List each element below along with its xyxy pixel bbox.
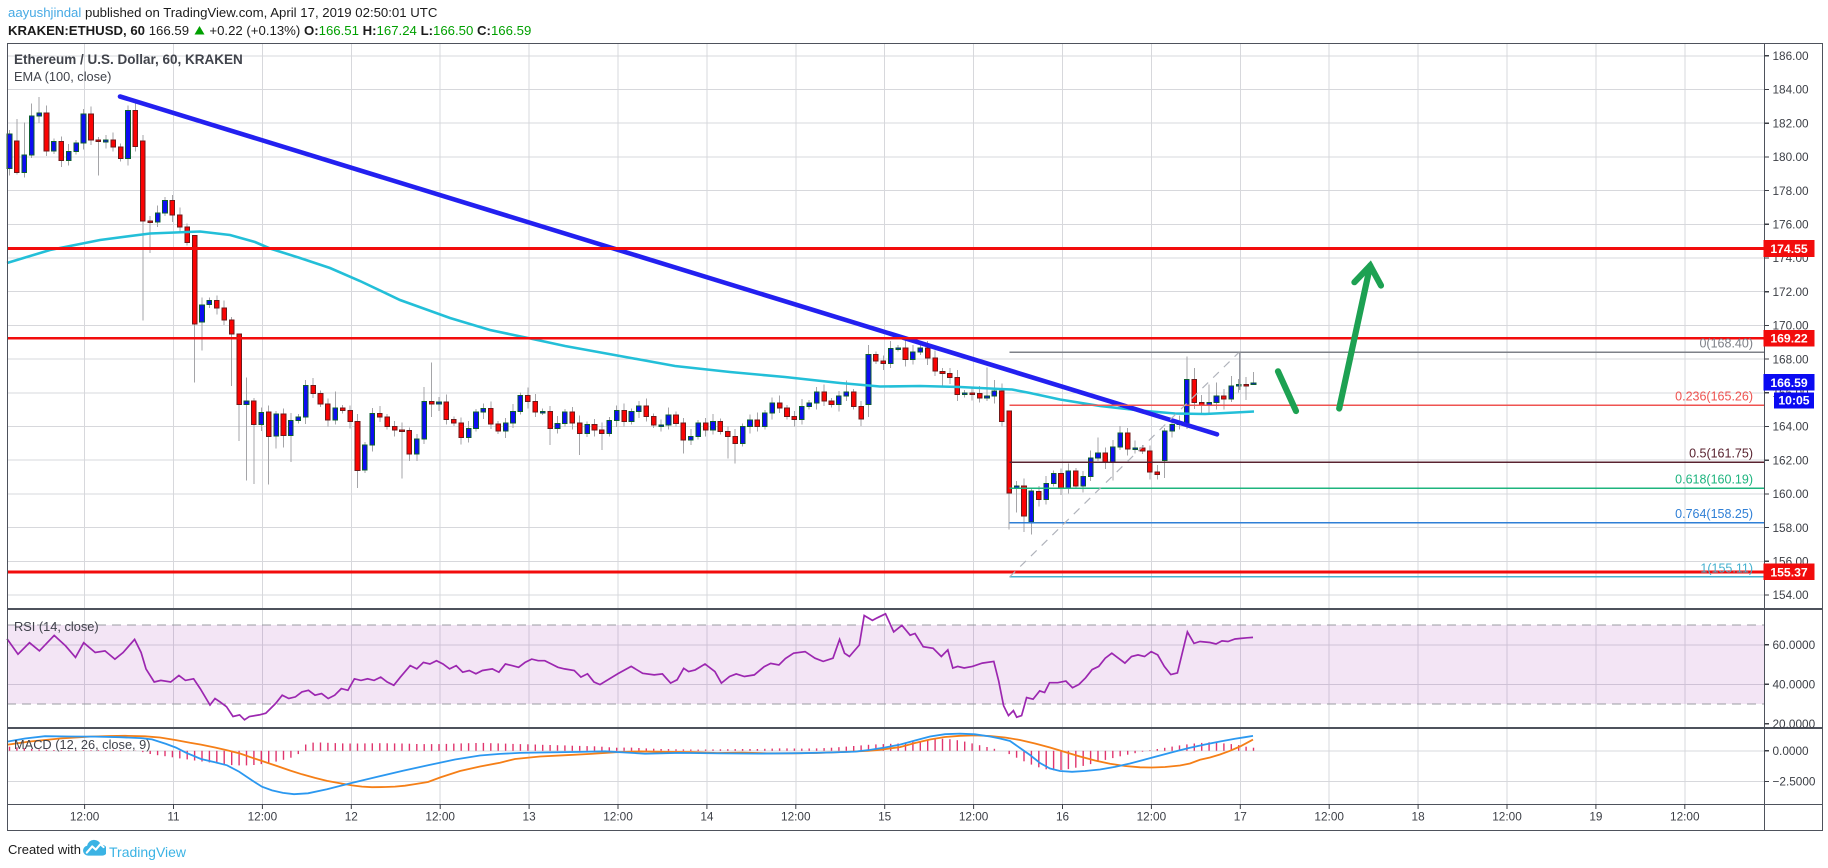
svg-text:176.00: 176.00 [1773,218,1810,232]
svg-text:170.00: 170.00 [1773,319,1810,333]
svg-text:12:00: 12:00 [959,810,989,824]
svg-text:15: 15 [878,810,892,824]
svg-text:MACD (12, 26, close, 9): MACD (12, 26, close, 9) [14,737,151,752]
svg-text:11: 11 [167,810,179,824]
svg-text:186.00: 186.00 [1773,49,1810,63]
svg-text:0.0000: 0.0000 [1773,744,1810,758]
svg-text:172.00: 172.00 [1773,285,1810,299]
svg-text:13: 13 [523,810,537,824]
svg-text:154.00: 154.00 [1773,588,1810,602]
svg-text:180.00: 180.00 [1773,150,1810,164]
svg-text:155.37: 155.37 [1770,565,1807,579]
svg-text:0(168.40): 0(168.40) [1699,337,1753,351]
svg-text:12:00: 12:00 [1670,810,1700,824]
svg-text:12:00: 12:00 [70,810,100,824]
svg-text:12:00: 12:00 [1137,810,1167,824]
svg-text:0.764(158.25): 0.764(158.25) [1675,507,1753,521]
svg-text:178.00: 178.00 [1773,184,1810,198]
svg-text:12:00: 12:00 [1492,810,1522,824]
svg-text:162.00: 162.00 [1773,453,1810,467]
svg-text:168.00: 168.00 [1773,352,1810,366]
svg-text:16: 16 [1056,810,1070,824]
svg-text:1(155.11): 1(155.11) [1700,561,1753,575]
svg-text:10:05: 10:05 [1778,394,1809,408]
svg-text:0.618(160.19): 0.618(160.19) [1675,473,1753,487]
svg-text:12:00: 12:00 [781,810,811,824]
svg-text:RSI (14, close): RSI (14, close) [14,619,99,634]
svg-text:12: 12 [345,810,358,824]
svg-text:EMA (100, close): EMA (100, close) [14,69,111,84]
svg-text:166.59: 166.59 [1770,376,1807,390]
svg-text:−2.5000: −2.5000 [1773,775,1816,789]
svg-text:174.55: 174.55 [1770,242,1807,256]
svg-text:19: 19 [1589,810,1602,824]
svg-text:169.22: 169.22 [1770,332,1807,346]
svg-text:12:00: 12:00 [248,810,278,824]
svg-text:0.5(161.75): 0.5(161.75) [1689,447,1753,461]
svg-text:158.00: 158.00 [1773,521,1810,535]
svg-text:18: 18 [1412,810,1426,824]
svg-text:12:00: 12:00 [603,810,633,824]
svg-text:20.0000: 20.0000 [1773,717,1816,731]
svg-text:164.00: 164.00 [1773,420,1810,434]
svg-text:12:00: 12:00 [1314,810,1344,824]
svg-text:182.00: 182.00 [1773,116,1810,130]
svg-text:40.0000: 40.0000 [1773,678,1816,692]
svg-text:184.00: 184.00 [1773,83,1810,97]
svg-text:17: 17 [1234,810,1247,824]
svg-text:0.236(165.26): 0.236(165.26) [1675,390,1753,404]
svg-text:12:00: 12:00 [425,810,455,824]
svg-text:160.00: 160.00 [1773,487,1810,501]
svg-text:Ethereum / U.S. Dollar, 60, KR: Ethereum / U.S. Dollar, 60, KRAKEN [14,52,243,67]
svg-text:60.0000: 60.0000 [1773,638,1816,652]
svg-text:14: 14 [700,810,714,824]
